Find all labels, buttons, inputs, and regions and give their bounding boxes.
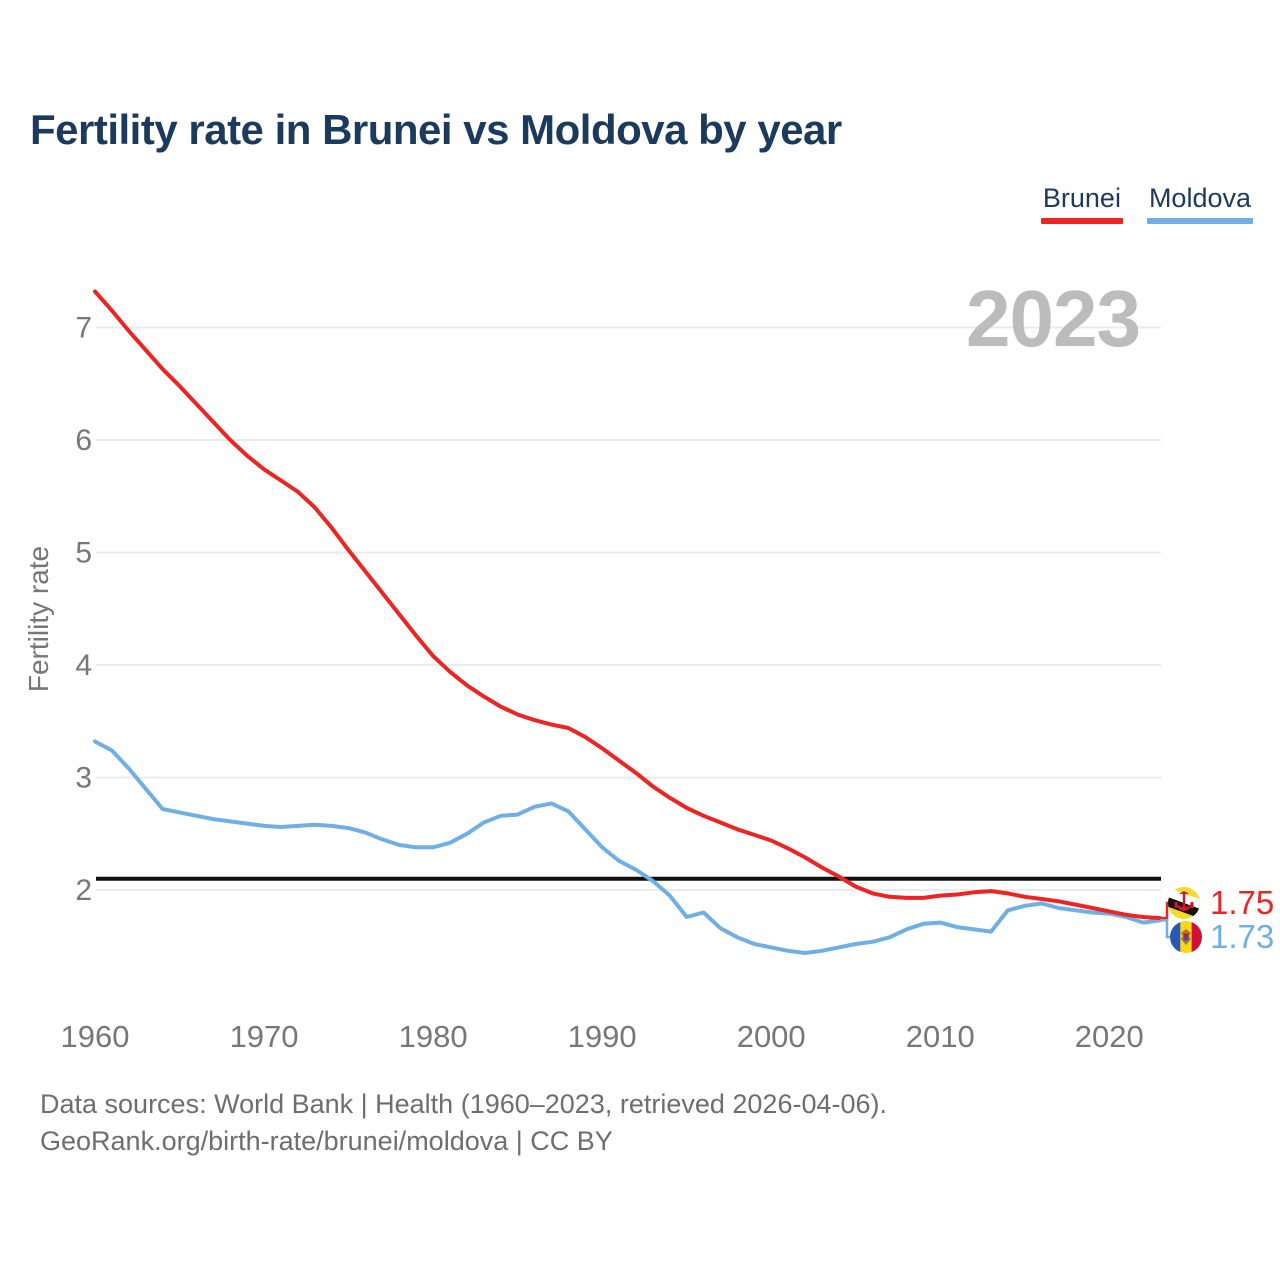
x-tick-label: 2000 bbox=[737, 1019, 806, 1054]
y-tick-label: 6 bbox=[75, 424, 92, 457]
x-tick-label: 2010 bbox=[906, 1019, 975, 1054]
brunei-end-value: 1.75 bbox=[1210, 884, 1274, 921]
brunei-label-connector bbox=[1160, 901, 1169, 920]
legend-underline-brunei bbox=[1040, 217, 1123, 224]
legend-item-brunei[interactable]: Brunei bbox=[1040, 183, 1123, 224]
moldova-flag-icon bbox=[1170, 921, 1202, 953]
page-title: Fertility rate in Brunei vs Moldova by y… bbox=[30, 106, 842, 153]
y-tick-label: 4 bbox=[75, 649, 92, 682]
moldova-line[interactable] bbox=[93, 739, 1162, 955]
x-tick-label: 2020 bbox=[1075, 1019, 1144, 1054]
footer: Data sources: World Bank | Health (1960–… bbox=[40, 1086, 887, 1160]
x-tick-label: 1990 bbox=[568, 1019, 637, 1054]
legend-label-moldova: Moldova bbox=[1148, 183, 1251, 213]
legend-underline-moldova bbox=[1146, 217, 1253, 224]
year-watermark: 2023 bbox=[966, 274, 1140, 363]
x-tick-label: 1960 bbox=[61, 1019, 130, 1054]
y-tick-label: 2 bbox=[75, 874, 92, 907]
x-tick-label: 1980 bbox=[399, 1019, 468, 1054]
brunei-line[interactable] bbox=[93, 289, 1162, 921]
y-tick-label: 5 bbox=[75, 537, 92, 570]
x-tick-label: 1970 bbox=[230, 1019, 299, 1054]
legend-item-moldova[interactable]: Moldova bbox=[1146, 183, 1253, 224]
legend-label-brunei: Brunei bbox=[1042, 183, 1121, 213]
footer-attribution: GeoRank.org/birth-rate/brunei/moldova | … bbox=[40, 1126, 613, 1156]
y-tick-label: 3 bbox=[75, 762, 92, 795]
y-tick-label: 7 bbox=[75, 312, 92, 345]
moldova-end-value: 1.73 bbox=[1210, 918, 1274, 955]
moldova-label-connector bbox=[1160, 919, 1170, 939]
legend: Brunei Moldova bbox=[1040, 183, 1253, 224]
footer-data-sources: Data sources: World Bank | Health (1960–… bbox=[40, 1089, 887, 1119]
brunei-flag-icon bbox=[1168, 887, 1200, 919]
y-axis-title: Fertility rate bbox=[23, 546, 54, 692]
